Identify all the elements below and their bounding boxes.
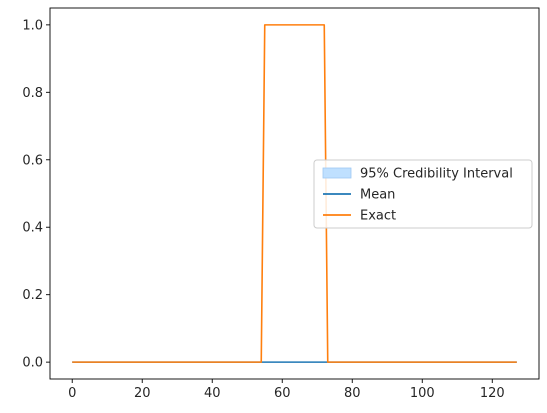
plot-area xyxy=(72,24,517,363)
legend-box xyxy=(313,159,533,229)
x-tick-label: 80 xyxy=(344,386,361,401)
y-tick-label: 1.0 xyxy=(22,18,43,33)
axes: 0 20 40 60 80 100 120 0.0 0.2 0.4 0.6 0.8 1.0 xyxy=(22,7,540,401)
x-tick-label: 40 xyxy=(204,386,221,401)
legend-label: Exact xyxy=(360,209,396,224)
y-tick-label: 0.6 xyxy=(22,153,43,168)
y-tick-label: 0.4 xyxy=(22,221,43,236)
x-tick-label: 20 xyxy=(134,386,151,401)
x-tick-label: 60 xyxy=(274,386,291,401)
x-tick-label: 120 xyxy=(480,386,505,401)
x-tick-label: 100 xyxy=(410,386,435,401)
axes-frame xyxy=(49,7,540,380)
legend: 95% Credibility Interval Mean Exact xyxy=(313,159,533,229)
legend-label: Mean xyxy=(360,188,395,203)
legend-label: 95% Credibility Interval xyxy=(360,167,513,182)
legend-swatch xyxy=(322,167,352,179)
y-tick-label: 0.2 xyxy=(22,288,43,303)
y-tick-label: 0.8 xyxy=(22,86,43,101)
series-line-exact xyxy=(72,24,517,363)
x-tick-label: 0 xyxy=(68,386,76,401)
y-tick-label: 0.0 xyxy=(22,356,43,371)
